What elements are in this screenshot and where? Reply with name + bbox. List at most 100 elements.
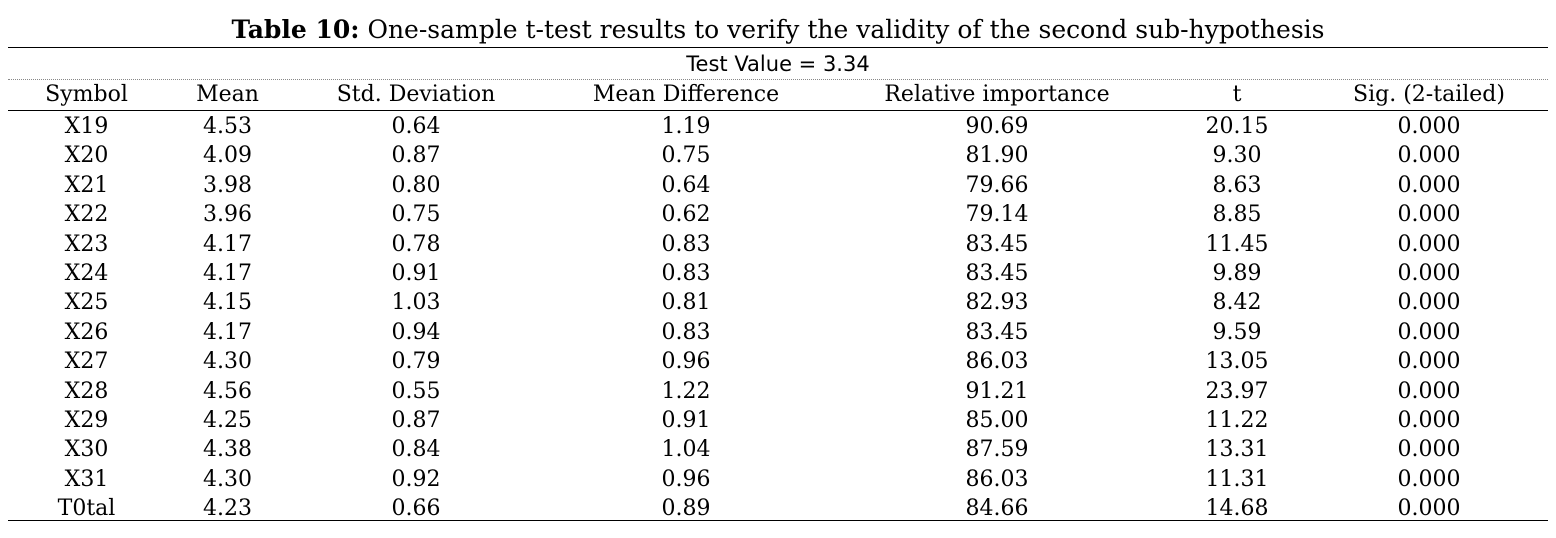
cell-mean-difference: 1.04: [661, 437, 711, 463]
cell-mean: 4.25: [203, 407, 252, 433]
table-caption-label: Table 10:: [231, 15, 360, 44]
table-caption: Table 10: One-sample t-test results to v…: [0, 14, 1556, 46]
header-relative-importance: Relative importance: [884, 82, 1110, 107]
cell-t: 8.85: [1212, 202, 1262, 228]
table-row: X25 4.15 1.03 0.81 82.93 8.42 0.000: [8, 288, 1548, 317]
cell-mean: 4.17: [203, 260, 252, 286]
header-row: Symbol Mean Std. Deviation Mean Differen…: [8, 80, 1548, 109]
cell-t: 9.89: [1212, 260, 1262, 286]
cell-std-deviation: 1.03: [391, 290, 441, 316]
test-value-label: Test Value = 3.34: [686, 52, 870, 76]
cell-symbol: T0tal: [57, 496, 116, 522]
cell-mean: 4.15: [203, 290, 252, 316]
cell-mean: 4.17: [203, 231, 252, 257]
cell-std-deviation: 0.87: [391, 407, 441, 433]
cell-sig: 0.000: [1397, 496, 1461, 522]
cell-relative-importance: 85.00: [965, 407, 1029, 433]
cell-std-deviation: 0.55: [391, 378, 441, 404]
cell-t: 9.30: [1212, 143, 1262, 169]
cell-symbol: X27: [64, 349, 109, 375]
cell-mean-difference: 0.64: [661, 172, 711, 198]
cell-t: 23.97: [1205, 378, 1269, 404]
header-t: t: [1232, 82, 1242, 107]
cell-relative-importance: 86.03: [965, 466, 1029, 492]
cell-t: 9.59: [1212, 319, 1262, 345]
cell-mean: 3.98: [203, 172, 252, 198]
table-row: X27 4.30 0.79 0.96 86.03 13.05 0.000: [8, 347, 1548, 376]
table-body: X19 4.53 0.64 1.19 90.69 20.15 0.000 X20…: [8, 112, 1548, 523]
cell-symbol: X28: [64, 378, 109, 404]
cell-symbol: X31: [64, 466, 109, 492]
cell-mean-difference: 0.83: [661, 260, 711, 286]
cell-t: 11.45: [1205, 231, 1269, 257]
cell-mean-difference: 0.83: [661, 319, 711, 345]
cell-symbol: X25: [64, 290, 109, 316]
cell-mean-difference: 1.22: [661, 378, 711, 404]
cell-mean: 4.17: [203, 319, 252, 345]
cell-t: 13.31: [1205, 437, 1269, 463]
cell-mean-difference: 0.83: [661, 231, 711, 257]
table-caption-text: One-sample t-test results to verify the …: [359, 15, 1325, 44]
cell-symbol: X23: [64, 231, 109, 257]
header-mean-difference: Mean Difference: [592, 82, 780, 107]
table-row: X23 4.17 0.78 0.83 83.45 11.45 0.000: [8, 230, 1548, 259]
cell-std-deviation: 0.92: [391, 466, 441, 492]
table-row-total: T0tal 4.23 0.66 0.89 84.66 14.68 0.000: [8, 494, 1548, 523]
top-rule: [8, 47, 1548, 48]
cell-t: 8.63: [1212, 172, 1262, 198]
cell-t: 8.42: [1212, 290, 1262, 316]
cell-relative-importance: 79.14: [965, 202, 1029, 228]
cell-symbol: X30: [64, 437, 109, 463]
cell-symbol: X22: [64, 202, 109, 228]
cell-mean-difference: 0.91: [661, 407, 711, 433]
cell-mean-difference: 0.62: [661, 202, 711, 228]
table-row: X30 4.38 0.84 1.04 87.59 13.31 0.000: [8, 435, 1548, 464]
cell-relative-importance: 83.45: [965, 319, 1029, 345]
cell-mean: 4.56: [203, 378, 252, 404]
cell-mean-difference: 0.81: [661, 290, 711, 316]
table-row: X20 4.09 0.87 0.75 81.90 9.30 0.000: [8, 141, 1548, 170]
cell-sig: 0.000: [1397, 202, 1461, 228]
cell-sig: 0.000: [1397, 290, 1461, 316]
table-row: X26 4.17 0.94 0.83 83.45 9.59 0.000: [8, 318, 1548, 347]
results-table: Symbol Mean Std. Deviation Mean Differen…: [8, 80, 1548, 521]
cell-mean-difference: 0.89: [661, 496, 711, 522]
table-row: X19 4.53 0.64 1.19 90.69 20.15 0.000: [8, 112, 1548, 141]
cell-std-deviation: 0.84: [391, 437, 441, 463]
header-sig: Sig. (2-tailed): [1353, 82, 1505, 107]
cell-mean: 4.53: [203, 114, 252, 139]
table-row: X24 4.17 0.91 0.83 83.45 9.89 0.000: [8, 259, 1548, 288]
cell-sig: 0.000: [1397, 143, 1461, 169]
cell-mean: 4.30: [203, 349, 252, 375]
cell-t: 13.05: [1205, 349, 1269, 375]
cell-relative-importance: 83.45: [965, 260, 1029, 286]
cell-sig: 0.000: [1397, 466, 1461, 492]
cell-mean: 4.38: [203, 437, 252, 463]
cell-sig: 0.000: [1397, 349, 1461, 375]
header-rule: [8, 110, 1548, 111]
cell-std-deviation: 0.64: [391, 114, 441, 139]
cell-mean: 4.23: [203, 496, 252, 522]
cell-std-deviation: 0.78: [391, 231, 441, 257]
cell-sig: 0.000: [1397, 114, 1461, 139]
cell-sig: 0.000: [1397, 231, 1461, 257]
cell-symbol: X24: [64, 260, 109, 286]
table-row: X22 3.96 0.75 0.62 79.14 8.85 0.000: [8, 200, 1548, 229]
table-row: X29 4.25 0.87 0.91 85.00 11.22 0.000: [8, 406, 1548, 435]
cell-sig: 0.000: [1397, 378, 1461, 404]
cell-relative-importance: 87.59: [965, 437, 1029, 463]
header-std-deviation: Std. Deviation: [336, 82, 496, 107]
cell-mean: 4.09: [203, 143, 252, 169]
cell-t: 14.68: [1205, 496, 1269, 522]
bottom-rule: [8, 520, 1548, 521]
cell-relative-importance: 84.66: [965, 496, 1029, 522]
cell-mean-difference: 1.19: [661, 114, 711, 139]
table-row: X31 4.30 0.92 0.96 86.03 11.31 0.000: [8, 465, 1548, 494]
table-row: X28 4.56 0.55 1.22 91.21 23.97 0.000: [8, 377, 1548, 406]
cell-relative-importance: 91.21: [965, 378, 1029, 404]
cell-sig: 0.000: [1397, 172, 1461, 198]
subheader-rule: [8, 79, 1548, 80]
cell-relative-importance: 86.03: [965, 349, 1029, 375]
cell-t: 11.22: [1205, 407, 1269, 433]
cell-sig: 0.000: [1397, 407, 1461, 433]
